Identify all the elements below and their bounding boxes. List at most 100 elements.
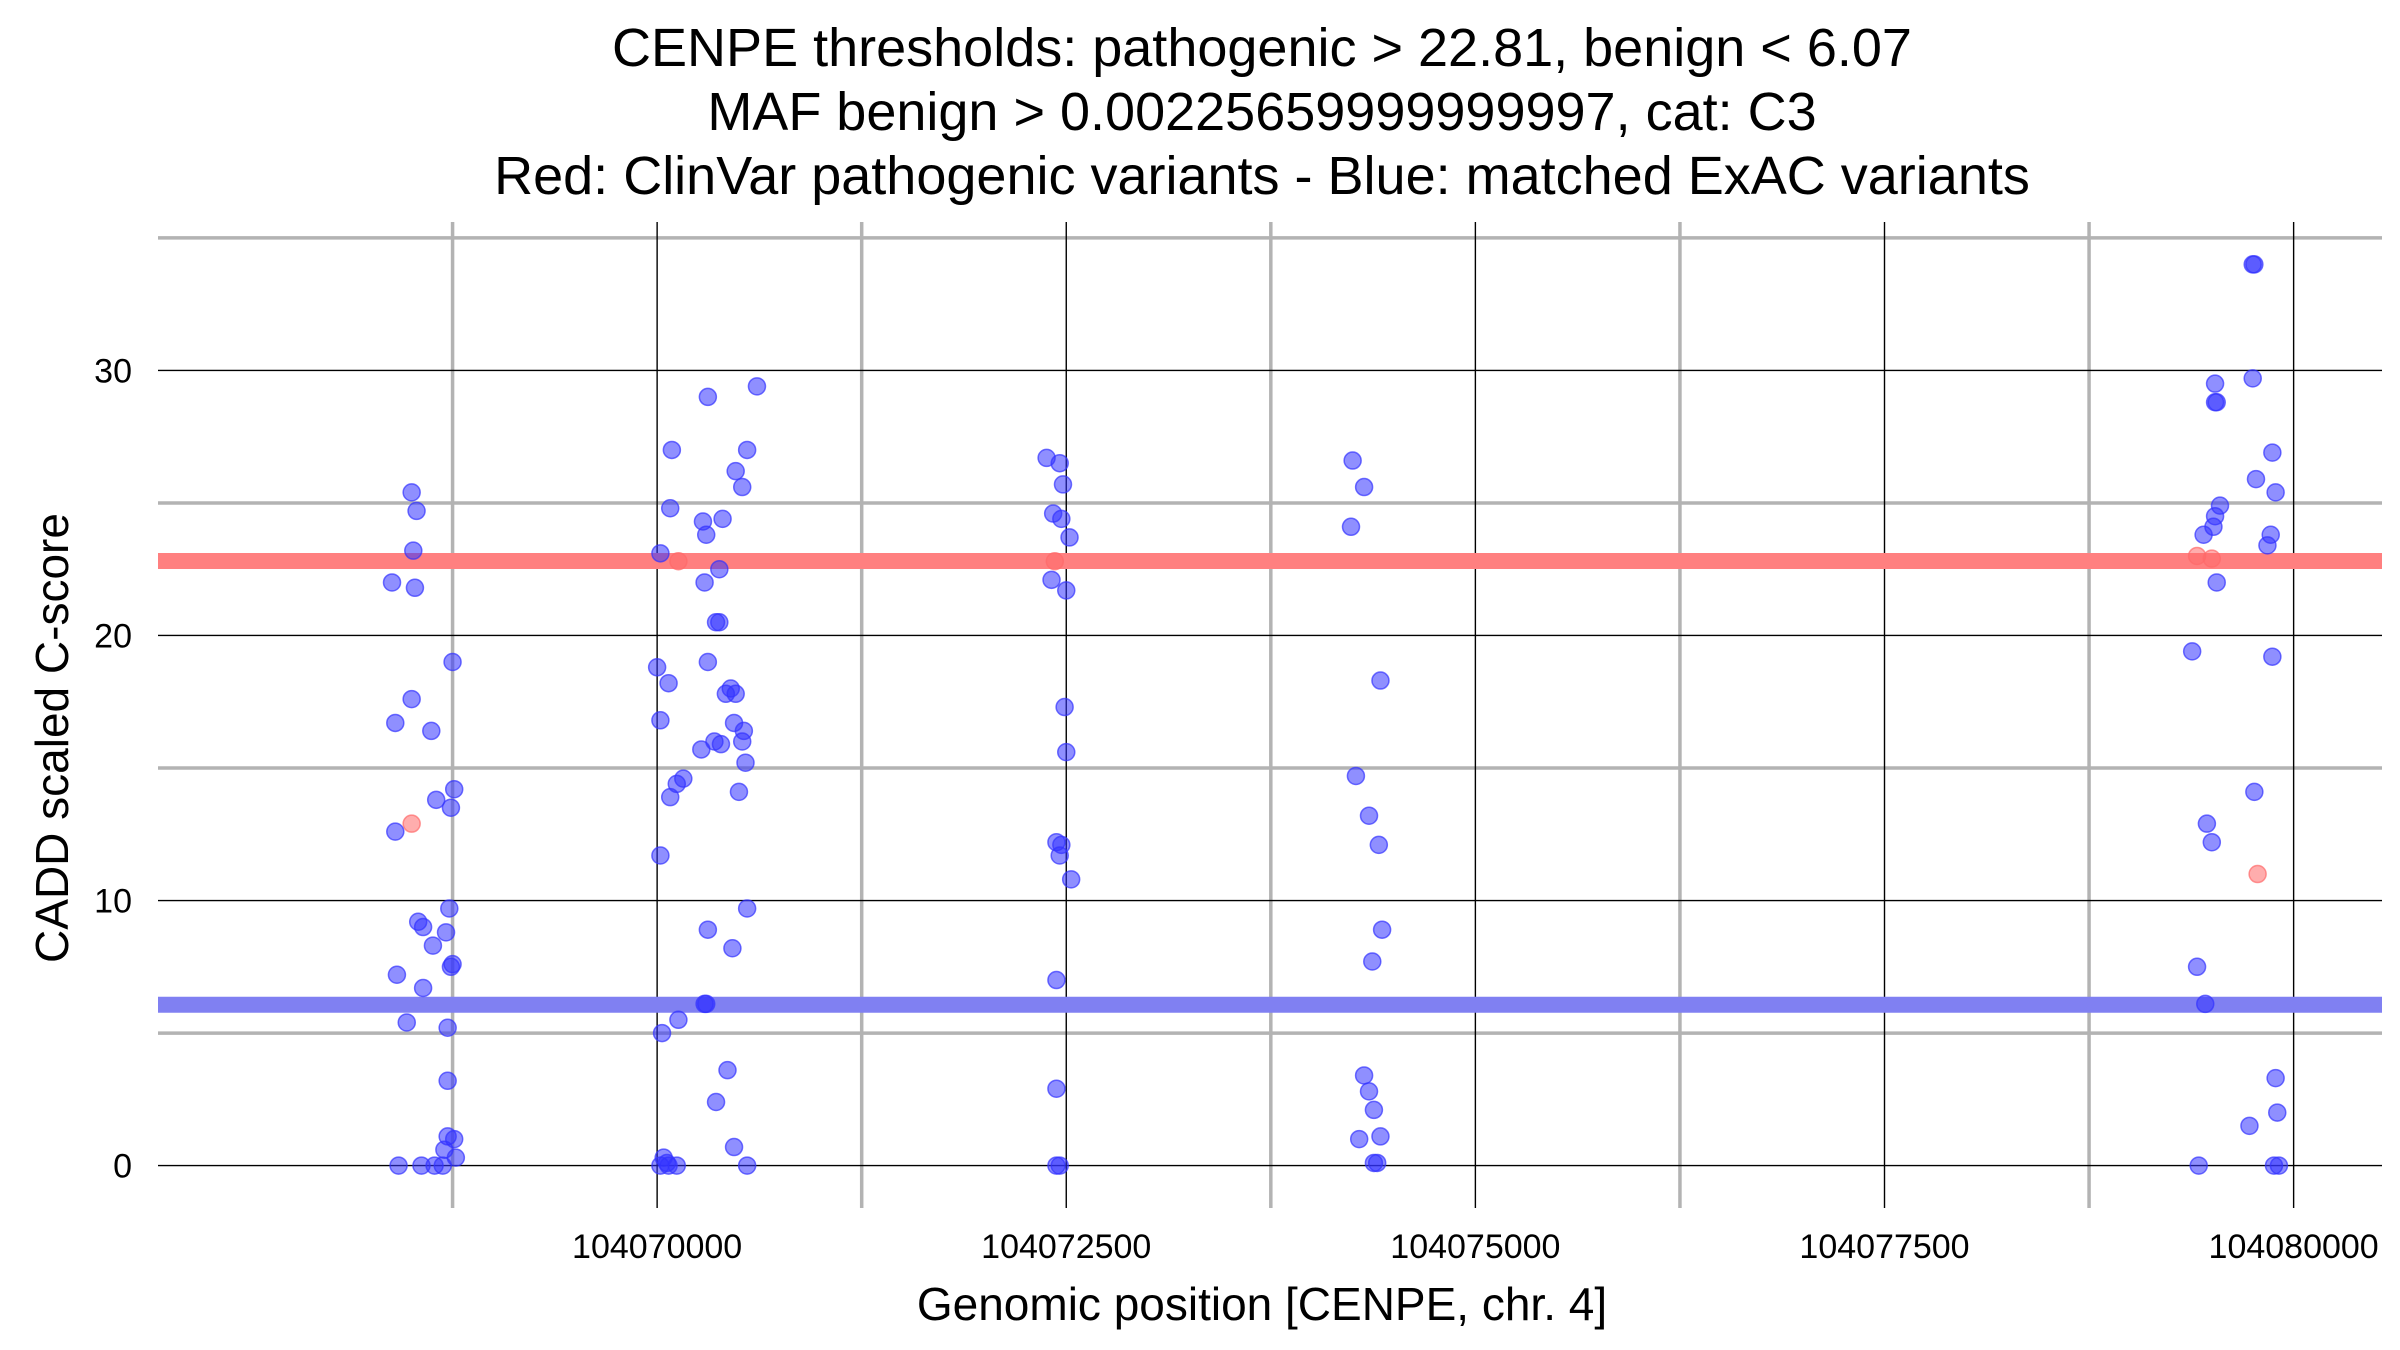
exac-point <box>444 779 464 799</box>
exac-point <box>718 1060 737 1080</box>
exac-point <box>652 1023 672 1043</box>
exac-point <box>2196 994 2215 1014</box>
exac-point <box>441 798 461 818</box>
exac-point <box>2205 374 2225 393</box>
x-tick-label: 104080000 <box>2209 1228 2379 1266</box>
exac-point <box>647 658 667 677</box>
exac-point <box>1053 475 1073 494</box>
exac-point <box>2258 536 2277 555</box>
exac-point <box>2263 443 2282 462</box>
exac-point <box>1052 509 1071 529</box>
exac-point <box>710 612 729 632</box>
exac-point <box>1349 1129 1369 1149</box>
exac-point <box>438 1071 457 1091</box>
exac-point <box>729 782 749 802</box>
exac-point <box>436 923 456 942</box>
x-axis-title: Genomic position [CENPE, chr. 4] <box>917 1278 1607 1330</box>
exac-point <box>2266 483 2285 502</box>
threshold-lines <box>158 553 2382 1013</box>
exac-point <box>651 544 670 563</box>
exac-point <box>1050 846 1069 865</box>
exac-point <box>1057 581 1076 600</box>
exac-point <box>695 573 714 592</box>
y-tick-label: 0 <box>113 1148 132 1186</box>
x-tick-label: 104075000 <box>1390 1228 1560 1266</box>
exac-point <box>1047 970 1066 990</box>
exac-point <box>660 787 680 807</box>
clinvar-point <box>2202 549 2222 568</box>
exac-point <box>2205 392 2225 412</box>
exac-point <box>1346 766 1366 786</box>
exac-point <box>1343 451 1362 470</box>
exac-point <box>698 652 718 672</box>
exac-point <box>1369 835 1389 855</box>
exac-point <box>433 1156 453 1175</box>
data-points <box>382 255 2289 1175</box>
exac-point <box>1371 1127 1390 1146</box>
exac-point <box>405 578 425 598</box>
major-gridlines <box>158 222 2382 1208</box>
exac-point <box>696 994 716 1014</box>
exac-point <box>732 732 752 751</box>
minor-gridlines <box>158 222 2382 1208</box>
exac-point <box>2245 255 2264 274</box>
exac-point <box>2207 573 2226 592</box>
exac-point <box>1364 1100 1384 1120</box>
exac-point <box>1042 570 1061 590</box>
exac-point <box>1057 742 1076 762</box>
exac-point <box>413 978 433 998</box>
exac-point <box>413 917 433 937</box>
exac-point <box>426 790 446 810</box>
exac-point <box>407 501 426 521</box>
exac-point <box>2243 369 2262 388</box>
exac-point <box>1061 870 1081 889</box>
x-tick-label: 104072500 <box>981 1228 1151 1266</box>
exac-point <box>692 740 711 759</box>
exac-point <box>1354 1066 1374 1085</box>
exac-point <box>736 753 755 772</box>
exac-point <box>2182 642 2202 661</box>
exac-point <box>2268 1103 2287 1122</box>
exac-point <box>696 525 716 545</box>
exac-point <box>2187 957 2207 977</box>
exac-point <box>667 1156 687 1175</box>
exac-point <box>2269 1156 2289 1175</box>
exac-point <box>438 1018 457 1038</box>
exac-point <box>726 684 745 704</box>
exac-point <box>2266 1068 2285 1088</box>
exac-point <box>1354 477 1374 497</box>
exac-point <box>441 957 461 977</box>
title-line-1: CENPE thresholds: pathogenic > 22.81, be… <box>612 18 1912 78</box>
exac-point <box>723 938 742 958</box>
exac-point <box>2263 647 2282 666</box>
exac-point <box>737 440 757 460</box>
exac-point <box>386 822 405 841</box>
exac-point <box>1367 1153 1387 1173</box>
exac-point <box>651 711 670 730</box>
exac-point <box>389 1156 408 1175</box>
x-tick-label: 104070000 <box>572 1228 742 1266</box>
exac-point <box>2245 782 2264 802</box>
exac-point <box>737 899 757 918</box>
exac-point <box>387 965 407 985</box>
clinvar-point <box>1045 552 1065 571</box>
exac-point <box>443 652 462 672</box>
clinvar-point <box>2248 864 2267 884</box>
title-line-2: MAF benign > 0.00225659999999997, cat: C… <box>707 82 1816 142</box>
exac-point <box>711 734 731 754</box>
exac-point <box>698 387 718 407</box>
exac-point <box>1359 1082 1379 1101</box>
exac-point <box>1060 528 1079 547</box>
exac-point <box>440 899 459 918</box>
chart-title: CENPE thresholds: pathogenic > 22.81, be… <box>494 18 2030 206</box>
exac-point <box>1363 952 1382 971</box>
exac-point <box>386 713 405 733</box>
clinvar-point <box>669 552 688 571</box>
y-tick-label: 10 <box>94 883 132 921</box>
exac-point <box>713 509 732 529</box>
exac-point <box>2202 832 2222 852</box>
exac-point <box>423 936 443 955</box>
exac-point <box>2246 469 2266 489</box>
exac-point <box>1372 920 1392 939</box>
exac-point <box>422 721 441 741</box>
